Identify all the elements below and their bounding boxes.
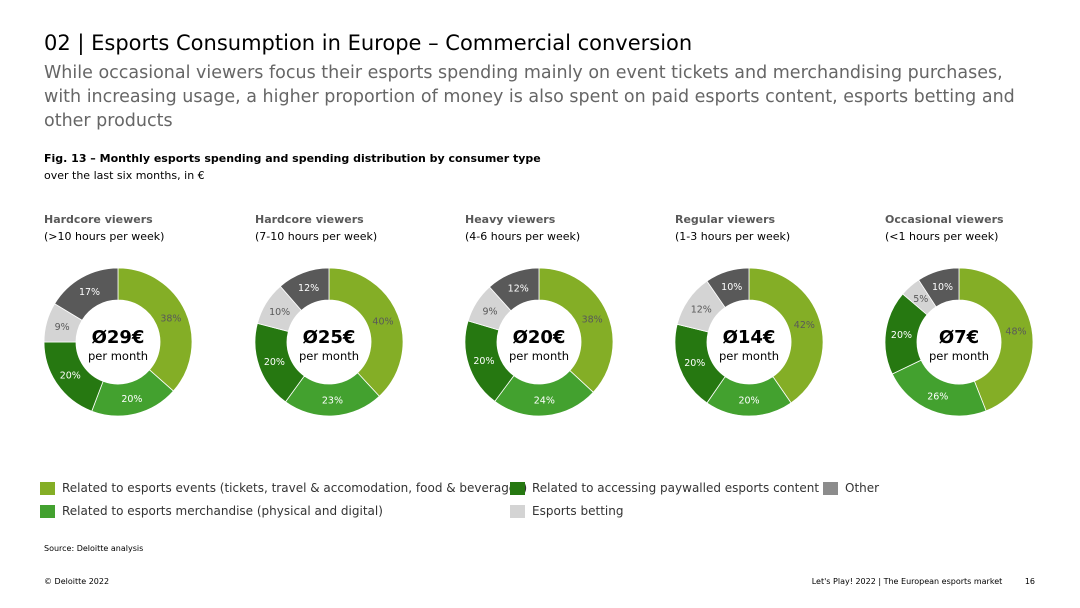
page-title: 02 | Esports Consumption in Europe – Com…: [44, 31, 693, 55]
slice-label-merch: 26%: [927, 391, 948, 402]
segment-header-5: Occasional viewers (<1 hours per week): [885, 211, 1004, 245]
slice-other: [54, 267, 119, 321]
center-value: Ø7€: [939, 327, 979, 348]
donut-charts: 38%20%20%9%17%Ø29€per month40%23%20%10%1…: [43, 267, 1034, 417]
legend-swatch-events: [40, 481, 55, 495]
segment-hours: (1-3 hours per week): [675, 230, 791, 243]
slice-events: [958, 267, 1034, 412]
slice-label-events: 38%: [160, 314, 181, 325]
segment-name: Hardcore viewers: [255, 213, 364, 226]
legend-label-merch: Related to esports merchandise (physical…: [62, 504, 383, 518]
center-unit: per month: [299, 349, 359, 363]
footer-publication-title: Let's Play! 2022 | The European esports …: [811, 577, 1003, 586]
center-value: Ø29€: [92, 327, 145, 348]
slice-label-paywall: 20%: [684, 358, 705, 369]
slice-label-betting: 9%: [482, 306, 497, 317]
legend-label-paywall: Related to accessing paywalled esports c…: [532, 481, 820, 495]
slice-label-merch: 23%: [322, 395, 343, 406]
slice-label-merch: 20%: [738, 396, 759, 407]
segment-header-1: Hardcore viewers (>10 hours per week): [44, 211, 164, 245]
slice-label-betting: 10%: [269, 307, 290, 318]
page-number: 16: [1024, 577, 1035, 586]
legend-item-events: Related to esports events (tickets, trav…: [40, 481, 527, 495]
slice-label-other: 10%: [932, 282, 953, 293]
legend-item-betting: Esports betting: [510, 504, 623, 518]
segment-header-2: Hardcore viewers (7-10 hours per week): [255, 211, 377, 245]
segment-hours: (>10 hours per week): [44, 230, 165, 243]
legend-item-merch: Related to esports merchandise (physical…: [40, 504, 383, 518]
slice-events: [538, 267, 614, 393]
page-subtitle: While occasional viewers focus their esp…: [44, 63, 1015, 131]
slice-events: [748, 267, 824, 404]
segment-header-3: Heavy viewers (4-6 hours per week): [465, 211, 580, 245]
footer-publication: Let's Play! 2022 | The European esports …: [812, 577, 1035, 586]
slice-other: [706, 267, 750, 308]
segment-header-4: Regular viewers (1-3 hours per week): [675, 211, 790, 245]
slice-label-other: 17%: [79, 287, 100, 298]
center-unit: per month: [509, 349, 569, 363]
slice-label-merch: 24%: [534, 395, 555, 406]
slice-other: [488, 267, 540, 312]
footer-copyright: © Deloitte 2022: [44, 577, 110, 586]
segment-name: Hardcore viewers: [44, 213, 153, 226]
segment-hours: (4-6 hours per week): [465, 230, 581, 243]
legend-item-paywall: Related to accessing paywalled esports c…: [510, 481, 819, 495]
slice-label-paywall: 20%: [473, 356, 494, 367]
figure-title: Fig. 13 – Monthly esports spending and s…: [44, 152, 541, 165]
center-value: Ø25€: [303, 327, 356, 348]
slice-label-betting: 5%: [913, 294, 928, 305]
slice-label-events: 38%: [582, 314, 603, 325]
segment-name: Occasional viewers: [885, 213, 1004, 226]
donut-chart-4: 42% 20% 20% 12% 10% Ø14€per month: [674, 267, 824, 417]
donut-chart-1: 38% 20% 20% 9% 17% Ø29€per month: [43, 267, 193, 417]
donut-chart-2: 40% 23% 20% 10% 12% Ø25€per month: [254, 267, 404, 417]
slice-label-events: 40%: [372, 316, 393, 327]
slice-label-paywall: 20%: [60, 370, 81, 381]
slice-label-events: 42%: [794, 320, 815, 331]
legend-label-events: Related to esports events (tickets, trav…: [62, 481, 528, 495]
legend-swatch-other: [823, 481, 838, 495]
legend-swatch-merch: [40, 504, 55, 518]
slice-label-events: 48%: [1005, 327, 1026, 338]
legend-swatch-betting: [510, 504, 525, 518]
donut-chart-5: 48% 26% 20% 5% 10% Ø7€per month: [884, 267, 1034, 417]
slice-events: [117, 267, 193, 392]
slice-label-betting: 12%: [691, 305, 712, 316]
donut-chart-3: 38% 24% 20% 9% 12% Ø20€per month: [464, 267, 614, 417]
center-value: Ø20€: [513, 327, 566, 348]
segment-name: Heavy viewers: [465, 213, 556, 226]
slice-label-other: 10%: [721, 282, 742, 293]
segment-hours: (<1 hours per week): [885, 230, 999, 243]
segment-hours: (7-10 hours per week): [255, 230, 378, 243]
slice-label-betting: 9%: [55, 322, 70, 333]
legend-swatch-paywall: [510, 481, 525, 495]
slice-other: [918, 267, 960, 308]
slice-label-other: 12%: [298, 283, 319, 294]
slice-other: [279, 267, 330, 311]
slice-label-paywall: 20%: [264, 357, 285, 368]
legend-label-betting: Esports betting: [532, 504, 624, 518]
slice-label-paywall: 20%: [891, 330, 912, 341]
legend-item-other: Other: [823, 481, 879, 495]
slice-merch: [891, 359, 987, 417]
center-value: Ø14€: [723, 327, 776, 348]
source-note: Source: Deloitte analysis: [44, 544, 144, 553]
segment-name: Regular viewers: [675, 213, 776, 226]
center-unit: per month: [719, 349, 779, 363]
legend-label-other: Other: [845, 481, 880, 495]
slice-label-other: 12%: [508, 283, 529, 294]
slice-events: [328, 267, 404, 397]
center-unit: per month: [929, 349, 989, 363]
figure-subtitle: over the last six months, in €: [44, 169, 205, 182]
center-unit: per month: [88, 349, 148, 363]
slice-label-merch: 20%: [121, 394, 142, 405]
